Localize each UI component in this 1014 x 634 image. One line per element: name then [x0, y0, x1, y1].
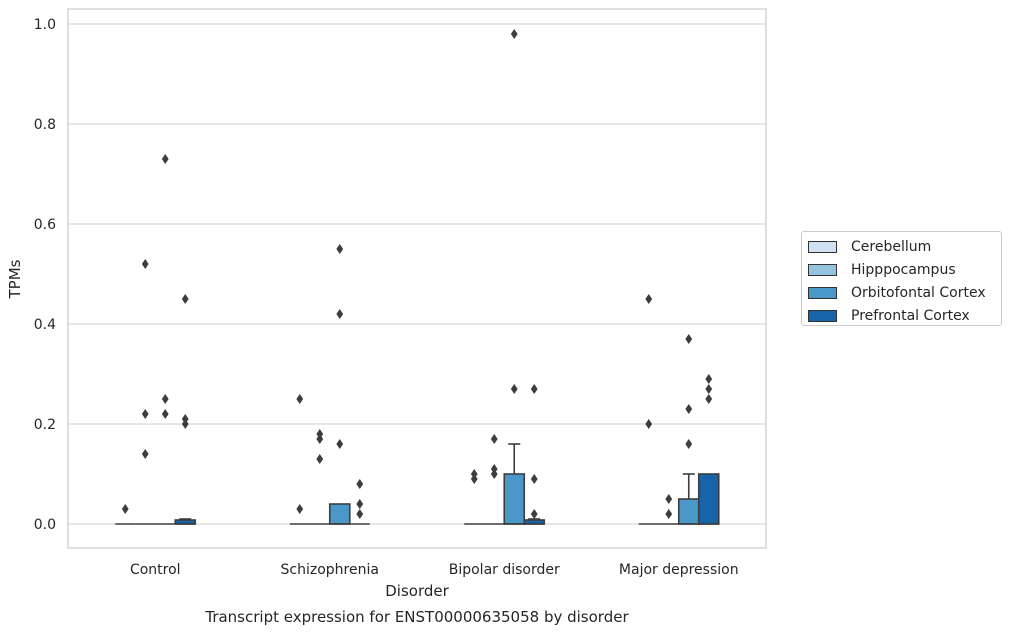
outlier-point	[336, 309, 344, 319]
x-tick-label: Control	[130, 562, 181, 578]
legend-label: Hipppocampus	[851, 261, 956, 278]
outlier-point	[530, 509, 538, 519]
outlier-point	[665, 509, 673, 519]
outlier-point	[296, 504, 304, 514]
box-orbitofontal-cortex-1	[328, 503, 351, 525]
outlier-point	[490, 434, 498, 444]
outlier-point	[161, 409, 169, 419]
outlier-point	[510, 29, 518, 39]
outlier-point	[181, 294, 189, 304]
outlier-point	[316, 429, 324, 439]
legend-label: Prefrontal Cortex	[851, 307, 970, 324]
outlier-point	[685, 334, 693, 344]
y-tick-label: 1.0	[34, 17, 56, 33]
box-prefrontal-cortex-3	[697, 473, 720, 525]
outlier-point	[121, 504, 129, 514]
x-axis-label: Disorder	[385, 582, 449, 600]
grid-lines	[68, 23, 766, 525]
y-tick-label: 0.4	[34, 317, 56, 333]
plot-frame	[67, 8, 767, 549]
outlier-point	[510, 384, 518, 394]
outlier-point	[336, 439, 344, 449]
box-layer	[115, 443, 720, 525]
outlier-point	[356, 499, 364, 509]
outlier-point	[141, 409, 149, 419]
legend-item: Orbitofontal Cortex	[808, 281, 1001, 304]
y-tick-labels: 0.0 0.2 0.4 0.6 0.8 1.0	[34, 17, 56, 533]
outlier-point	[685, 404, 693, 414]
box-prefrontal-cortex-0	[174, 518, 197, 525]
x-tick-label: Schizophrenia	[281, 562, 379, 578]
chart-title: Transcript expression for ENST0000063505…	[204, 608, 629, 626]
y-tick-label: 0.0	[34, 517, 56, 533]
legend-label: Orbitofontal Cortex	[851, 284, 986, 301]
box-prefrontal-cortex-2	[523, 518, 546, 525]
x-tick-label: Major depression	[619, 562, 739, 578]
x-tick-label: Bipolar disorder	[449, 562, 560, 578]
x-tick-labels: Control Schizophrenia Bipolar disorder Majo…	[130, 562, 739, 578]
outlier-point	[705, 394, 713, 404]
outlier-layer	[121, 29, 713, 519]
outlier-point	[530, 384, 538, 394]
legend-swatch	[808, 240, 837, 253]
legend-label: Cerebellum	[851, 238, 932, 255]
outlier-point	[645, 294, 653, 304]
outlier-point	[296, 394, 304, 404]
outlier-point	[490, 464, 498, 474]
y-tick-label: 0.2	[34, 417, 56, 433]
y-axis-label: TPMs	[6, 259, 24, 299]
box-orbitofontal-cortex-2	[503, 443, 526, 525]
outlier-point	[705, 374, 713, 384]
outlier-point	[645, 419, 653, 429]
legend: Cerebellum Hipppocampus Orbitofontal Corte…	[801, 231, 1002, 326]
legend-item: Hipppocampus	[808, 258, 1001, 281]
outlier-point	[530, 474, 538, 484]
outlier-point	[161, 154, 169, 164]
outlier-point	[336, 244, 344, 254]
outlier-point	[181, 414, 189, 424]
outlier-point	[685, 439, 693, 449]
outlier-point	[665, 494, 673, 504]
outlier-point	[356, 479, 364, 489]
outlier-point	[470, 469, 478, 479]
legend-swatch	[808, 286, 837, 299]
y-tick-label: 0.8	[34, 117, 56, 133]
legend-item: Cerebellum	[808, 235, 1001, 258]
outlier-point	[356, 509, 364, 519]
outlier-point	[141, 259, 149, 269]
legend-item: Prefrontal Cortex	[808, 304, 1001, 327]
legend-swatch	[808, 309, 837, 322]
outlier-point	[316, 454, 324, 464]
outlier-point	[705, 384, 713, 394]
box-orbitofontal-cortex-3	[677, 473, 700, 525]
y-tick-label: 0.6	[34, 217, 56, 233]
legend-swatch	[808, 263, 837, 276]
outlier-point	[161, 394, 169, 404]
outlier-point	[141, 449, 149, 459]
